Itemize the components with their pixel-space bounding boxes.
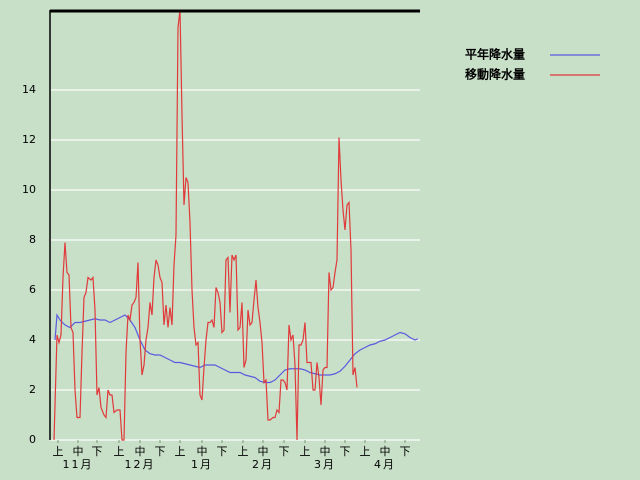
series-lines [53, 10, 419, 441]
legend-label: 平年降水量 [465, 47, 525, 62]
y-tick-label: 6 [29, 283, 36, 296]
grid [50, 89, 420, 443]
y-tick-label: 2 [29, 383, 36, 396]
x-tick-label: 上 [175, 445, 186, 458]
x-tick-label: 中 [73, 445, 84, 458]
series-line [54, 313, 419, 384]
series-line [53, 10, 358, 441]
y-tick-label: 0 [29, 433, 36, 446]
x-tick-label: 上 [238, 445, 249, 458]
month-label: 3月 [314, 458, 336, 471]
month-label: 4月 [374, 458, 396, 471]
x-tick-label: 上 [53, 445, 64, 458]
y-tick-label: 8 [29, 233, 36, 246]
x-tick-label: 中 [380, 445, 391, 458]
month-label: 1月 [191, 458, 213, 471]
x-tick-label: 上 [360, 445, 371, 458]
x-tick-label: 下 [279, 445, 290, 458]
y-tick-label: 14 [22, 83, 36, 96]
x-tick-label: 下 [155, 445, 166, 458]
x-tick-label: 中 [135, 445, 146, 458]
plot-area [50, 10, 420, 440]
y-tick-label: 4 [29, 333, 36, 346]
month-label: 2月 [252, 458, 274, 471]
x-tick-label: 下 [400, 445, 411, 458]
legend-label: 移動降水量 [465, 67, 525, 82]
x-tick-label: 中 [320, 445, 331, 458]
x-tick-label: 下 [340, 445, 351, 458]
x-tick-label: 中 [258, 445, 269, 458]
month-label: 11月 [63, 458, 94, 471]
y-tick-label: 10 [22, 183, 36, 196]
x-tick-label: 下 [217, 445, 228, 458]
x-tick-label: 下 [92, 445, 103, 458]
y-tick-label: 12 [22, 133, 36, 146]
labels: 02468101214上中下上中下上中下上中下上中下上中下11月 12月 1月 2月 3… [22, 47, 600, 471]
x-tick-label: 上 [300, 445, 311, 458]
month-label: 12月 [125, 458, 156, 471]
x-tick-label: 上 [114, 445, 125, 458]
x-tick-label: 中 [197, 445, 208, 458]
